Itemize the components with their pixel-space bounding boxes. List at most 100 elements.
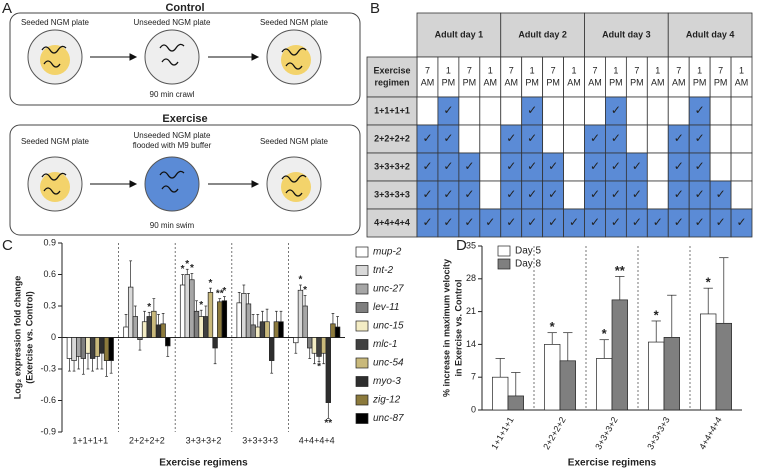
plate-label: Seeded NGM plate xyxy=(260,137,329,146)
check: ✓ xyxy=(527,187,537,201)
bar xyxy=(193,310,200,338)
table-cell xyxy=(500,12,585,58)
table-cell xyxy=(563,124,585,154)
plate xyxy=(144,29,200,85)
bar xyxy=(212,337,218,349)
bar xyxy=(165,337,171,347)
bar xyxy=(155,324,162,338)
bar xyxy=(132,316,138,338)
bar xyxy=(108,337,114,361)
x-tick-label: 3+3+3+2 xyxy=(186,435,222,445)
table-cell xyxy=(479,96,502,126)
table-cell xyxy=(667,96,690,126)
plate-label: Unseeded NGM plate xyxy=(134,18,211,27)
bar xyxy=(255,326,261,338)
legend-label: zig-12 xyxy=(372,395,401,406)
check: ✓ xyxy=(674,215,684,229)
check: ✓ xyxy=(443,215,453,229)
bar xyxy=(302,305,308,338)
y-tick-label: 0 xyxy=(471,404,476,414)
plate-label: Seeded NGM plate xyxy=(260,18,329,27)
bar xyxy=(76,337,82,357)
time-label: 7 xyxy=(509,65,514,75)
time-label: 1 xyxy=(446,65,451,75)
bar xyxy=(217,301,223,338)
row-label: 2+2+2+2 xyxy=(374,133,410,143)
bar xyxy=(184,274,190,338)
bar xyxy=(203,316,209,338)
check: ✓ xyxy=(695,103,705,117)
legend-label: mup-2 xyxy=(373,247,402,258)
table-cell xyxy=(563,96,585,126)
legend-swatch xyxy=(355,339,369,350)
table-cell xyxy=(625,124,648,154)
x-tick-label: 2+2+2+2 xyxy=(541,415,568,451)
check: ✓ xyxy=(443,103,453,117)
time-label: AM xyxy=(421,77,435,87)
table-cell xyxy=(730,96,753,126)
bar xyxy=(293,337,299,344)
table-cell xyxy=(563,152,585,182)
table-cell xyxy=(542,96,564,126)
time-label: 1 xyxy=(655,65,660,75)
time-label: 7 xyxy=(425,65,430,75)
check: ✓ xyxy=(422,215,432,229)
x-tick-label: 4+4+4+4 xyxy=(299,435,335,445)
check: ✓ xyxy=(422,187,432,201)
time-label: AM xyxy=(588,77,602,87)
table-cell xyxy=(646,96,669,126)
time-label: PM xyxy=(609,77,623,87)
check: ✓ xyxy=(464,159,474,173)
table-cell xyxy=(479,152,502,182)
bar xyxy=(146,316,152,338)
bar xyxy=(179,284,186,338)
check: ✓ xyxy=(674,187,684,201)
bar xyxy=(137,337,143,340)
bar xyxy=(307,337,313,349)
y-axis-label: (Exercise vs. Control) xyxy=(24,291,34,384)
table-cell xyxy=(479,124,502,154)
time-label: 7 xyxy=(718,65,723,75)
legend-swatch xyxy=(497,245,511,257)
panel-label: D xyxy=(456,237,467,254)
significance: * xyxy=(317,361,321,372)
bar xyxy=(269,337,275,361)
legend-label: Day 8 xyxy=(515,259,542,270)
table-cell xyxy=(458,96,481,126)
significance: * xyxy=(209,278,213,289)
plate-note: 90 min crawl xyxy=(150,90,195,99)
day-header: Adult day 3 xyxy=(602,29,651,39)
bar xyxy=(99,337,105,354)
table-cell xyxy=(646,152,669,182)
legend-swatch xyxy=(355,302,369,313)
bar xyxy=(207,292,214,338)
table-cell xyxy=(479,180,502,210)
x-tick-label: 3+3+3+3 xyxy=(242,435,278,445)
food xyxy=(40,172,70,202)
bar xyxy=(71,337,77,361)
table-cell xyxy=(500,96,523,126)
check: ✓ xyxy=(611,103,621,117)
time-label: 7 xyxy=(592,65,597,75)
y-axis-label: in Exercise vs. Control xyxy=(453,279,463,376)
check: ✓ xyxy=(674,131,684,145)
y-tick-label: 35 xyxy=(466,240,476,250)
row-header: Exercise xyxy=(373,65,410,75)
plate-label: flooded with M9 buffer xyxy=(133,141,212,150)
check: ✓ xyxy=(548,159,558,173)
check: ✓ xyxy=(695,187,705,201)
day-header: Adult day 2 xyxy=(518,29,567,39)
row-header: regimen xyxy=(374,77,409,87)
check: ✓ xyxy=(590,187,600,201)
legend-swatch xyxy=(355,413,369,424)
check: ✓ xyxy=(695,131,705,145)
plate-flooded xyxy=(144,156,200,212)
bar xyxy=(278,321,284,338)
check: ✓ xyxy=(464,215,474,229)
bar xyxy=(221,300,228,338)
food xyxy=(40,45,70,75)
bar xyxy=(544,344,561,411)
table-cell xyxy=(709,124,732,154)
table-cell xyxy=(584,96,606,126)
